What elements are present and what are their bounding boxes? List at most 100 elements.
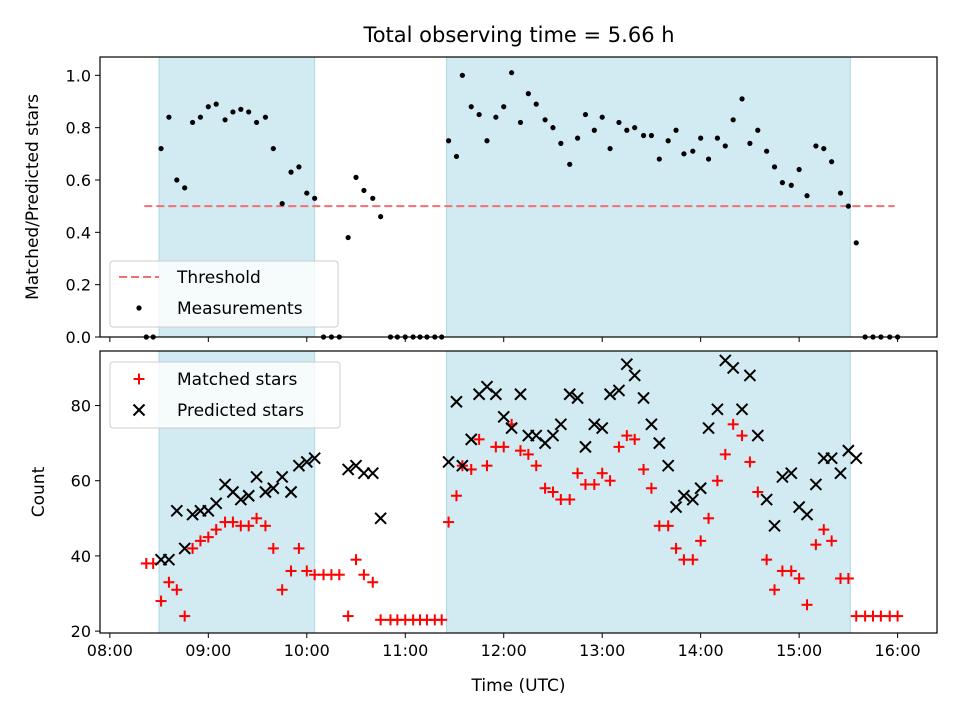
x-stroke-b: [450, 395, 463, 408]
matched-star-point: [155, 595, 167, 607]
x-stroke-b: [374, 512, 387, 525]
y-tick: 0.8: [66, 119, 100, 138]
measurement-point: [182, 185, 188, 191]
predicted-star-point: [546, 429, 560, 442]
x-stroke-b: [669, 500, 683, 514]
measurement-point: [270, 145, 276, 152]
x-stroke-b: [726, 361, 740, 375]
predicted-star-point: [284, 485, 298, 499]
matched-star-point: [163, 576, 175, 588]
x-stroke-b: [267, 482, 280, 495]
legend-measurements-label: Measurements: [177, 299, 303, 319]
measurement-point: [582, 111, 589, 118]
matched-star-point: [367, 576, 379, 588]
x-stroke-b: [186, 508, 199, 521]
measurement-point: [829, 159, 835, 165]
y-tick-label: 60: [71, 472, 91, 491]
y-tick-label: 40: [71, 547, 91, 566]
matched-star-point: [572, 467, 584, 479]
measurement-point: [279, 200, 285, 207]
x-tick-label: 13:00: [579, 641, 625, 660]
measurement-point: [353, 174, 359, 180]
predicted-star-point: [209, 497, 223, 510]
measurement-point: [205, 104, 211, 110]
matched-star-point: [498, 441, 510, 453]
matched-star-point: [358, 569, 370, 581]
measurement-point: [288, 169, 294, 175]
matched-star-point: [711, 475, 723, 487]
matched-star-point: [202, 531, 214, 543]
x-tick: 16:00: [875, 633, 921, 660]
matched-star-point: [522, 448, 534, 460]
predicted-star-point: [588, 418, 601, 431]
predicted-star-point: [450, 395, 463, 408]
measurement-point: [468, 104, 474, 110]
x-stroke-b: [442, 455, 455, 469]
measurement-point: [550, 125, 556, 131]
measurement-point: [312, 195, 318, 201]
top-axes-frame: [99, 56, 938, 338]
x-stroke-b: [809, 478, 823, 491]
predicted-star-point: [505, 421, 518, 435]
measurement-point: [345, 234, 351, 241]
x-stroke-b: [226, 485, 240, 499]
y-tick-label: 0.4: [66, 223, 91, 242]
x-stroke-b: [661, 459, 675, 472]
matched-star-point: [450, 490, 462, 502]
matched-star-point: [276, 584, 288, 596]
matched-star-point: [227, 516, 239, 528]
x-tick-label: 09:00: [185, 641, 231, 660]
legend-matched-label: Matched stars: [177, 370, 297, 390]
predicted-star-point: [686, 493, 700, 506]
measurement-point: [533, 101, 539, 107]
measurement-point: [690, 148, 696, 154]
x-tick-label: 12:00: [481, 641, 527, 660]
measurement-point: [632, 125, 638, 131]
x-stroke-b: [456, 459, 469, 472]
matched-star-point: [719, 448, 731, 460]
predicted-star-point: [300, 455, 313, 469]
predicted-star-point: [267, 482, 280, 495]
top-y-axis-label: Matched/Predicted stars: [23, 94, 43, 300]
measurement-point: [681, 151, 687, 157]
predicted-star-point: [357, 466, 371, 480]
matched-star-point: [514, 445, 526, 457]
x-stroke-b: [514, 388, 527, 401]
x-stroke-b: [563, 388, 576, 401]
legend-measurements-swatch: [136, 305, 142, 311]
measurement-point: [453, 153, 460, 160]
top-shaded-intervals: [158, 56, 851, 338]
predicted-star-point: [834, 466, 847, 480]
measurement-point: [238, 106, 244, 112]
predicted-star-point: [612, 384, 626, 397]
measurement-point: [484, 138, 490, 144]
matched-star-point: [259, 520, 271, 532]
x-axis-label: Time (UTC): [471, 676, 566, 696]
x-stroke-b: [341, 463, 355, 476]
x-stroke-b: [250, 470, 263, 484]
measurement-point: [764, 148, 770, 154]
predicted-star-point: [595, 421, 609, 435]
x-stroke-b: [132, 403, 146, 417]
y-tick: 0.2: [66, 276, 100, 295]
x-stroke-b: [546, 429, 560, 442]
x-tick-label: 16:00: [875, 641, 921, 660]
x-stroke-b: [768, 519, 781, 533]
x-stroke-b: [620, 357, 634, 371]
measurement-point: [253, 119, 260, 126]
x-stroke-b: [612, 384, 626, 397]
x-stroke-b: [366, 466, 379, 480]
x-stroke-b: [300, 455, 313, 469]
measurement-point: [607, 145, 613, 152]
bottom-axes-frame: [99, 350, 938, 634]
predicted-star-point: [186, 508, 199, 521]
x-stroke-b: [530, 429, 543, 442]
x-stroke-b: [489, 388, 503, 401]
legend-matched-swatch: [133, 373, 145, 385]
y-tick-label: 0.8: [66, 119, 91, 138]
x-stroke-b: [357, 466, 371, 480]
measurement-point: [501, 104, 507, 110]
matched-star-point: [473, 433, 485, 445]
x-tick: 12:00: [481, 633, 527, 660]
matched-star-point: [892, 610, 904, 622]
